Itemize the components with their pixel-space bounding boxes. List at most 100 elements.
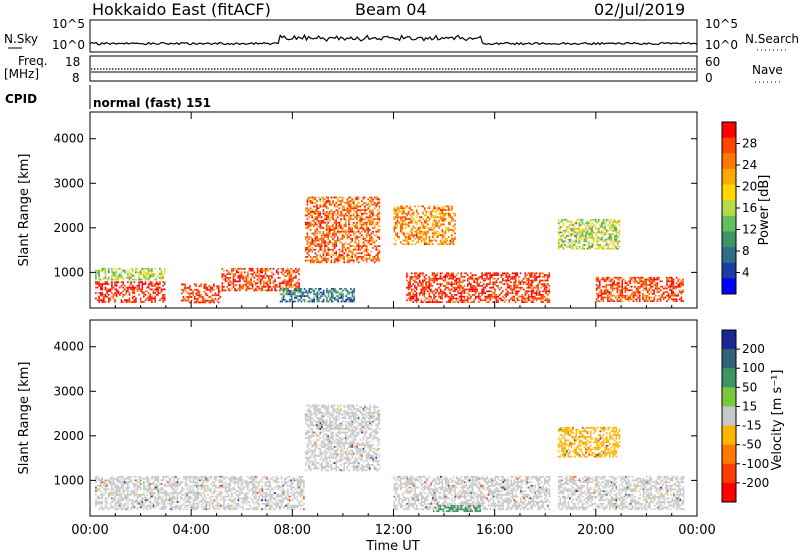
range-cell (111, 490, 113, 492)
range-cell (324, 242, 326, 244)
range-cell (600, 244, 602, 246)
range-cell (298, 268, 300, 270)
range-cell (652, 280, 654, 282)
range-cell (124, 483, 126, 485)
range-cell (118, 281, 120, 283)
range-cell (132, 289, 134, 291)
range-cell (414, 276, 416, 278)
range-cell (127, 281, 129, 283)
range-cell (201, 487, 203, 489)
range-cell (142, 287, 144, 289)
range-cell (138, 277, 140, 279)
range-cell (442, 229, 444, 231)
range-cell (590, 246, 592, 248)
range-cell (609, 239, 611, 241)
range-cell (196, 294, 198, 296)
range-cell (334, 220, 336, 222)
range-cell (138, 294, 140, 296)
range-cell (639, 282, 641, 284)
range-cell (682, 284, 684, 286)
range-cell (488, 294, 490, 296)
range-cell (122, 508, 124, 510)
range-cell (140, 483, 142, 485)
range-cell (222, 273, 224, 275)
range-cell (321, 227, 323, 229)
range-cell (356, 215, 358, 217)
range-cell (529, 287, 531, 289)
range-cell (326, 234, 328, 236)
range-cell (612, 230, 614, 232)
range-cell (448, 278, 450, 280)
range-cell (336, 295, 338, 297)
range-cell (183, 298, 185, 300)
range-cell (299, 288, 301, 290)
range-cell (590, 232, 592, 234)
range-cell (426, 215, 428, 217)
range-cell (137, 498, 139, 500)
range-cell (375, 231, 377, 233)
range-cell (130, 494, 132, 496)
range-cell (342, 249, 344, 251)
range-cell (329, 215, 331, 217)
range-cell (311, 247, 313, 249)
range-cell (534, 298, 536, 300)
range-cell (97, 490, 99, 492)
range-cell (598, 237, 600, 239)
range-cell (577, 239, 579, 241)
range-cell (308, 200, 310, 202)
range-cell (645, 298, 647, 300)
range-cell (596, 284, 598, 286)
range-cell (327, 198, 329, 200)
range-cell (419, 233, 421, 235)
range-cell (580, 224, 582, 226)
range-cell (496, 294, 498, 296)
range-cell (520, 283, 522, 285)
range-cell (167, 476, 169, 478)
range-cell (394, 227, 396, 229)
range-cell (159, 483, 161, 485)
range-cell (327, 247, 329, 249)
range-cell (617, 284, 619, 286)
range-cell (515, 278, 517, 280)
range-cell (541, 283, 543, 285)
range-cell (435, 296, 437, 298)
range-cell (494, 298, 496, 300)
range-cell (426, 242, 428, 244)
range-cell (403, 240, 405, 242)
range-cell (481, 272, 483, 274)
range-cell (429, 240, 431, 242)
range-cell (549, 289, 551, 291)
range-cell (443, 216, 445, 218)
range-cell (293, 292, 295, 294)
range-cell (521, 294, 523, 296)
range-cell (454, 294, 456, 296)
range-cell (358, 202, 360, 204)
range-cell (326, 216, 328, 218)
range-cell (238, 268, 240, 270)
range-cell (105, 499, 107, 501)
range-cell (358, 261, 360, 263)
range-cell (326, 200, 328, 202)
range-cell (153, 275, 155, 277)
range-cell (525, 274, 527, 276)
range-cell (286, 292, 288, 294)
range-cell (151, 496, 153, 498)
range-cell (334, 245, 336, 247)
range-cell (450, 215, 452, 217)
range-cell (246, 290, 248, 292)
range-cell (182, 489, 184, 491)
range-cell (323, 242, 325, 244)
range-cell (337, 216, 339, 218)
range-cell (352, 292, 354, 294)
range-cell (316, 260, 318, 262)
range-cell (158, 492, 160, 494)
range-cell (449, 292, 451, 294)
range-cell (98, 281, 100, 283)
range-cell (544, 285, 546, 287)
range-cell (266, 286, 268, 288)
range-cell (308, 251, 310, 253)
range-cell (451, 242, 453, 244)
range-cell (146, 273, 148, 275)
range-cell (625, 291, 627, 293)
range-cell (126, 292, 128, 294)
